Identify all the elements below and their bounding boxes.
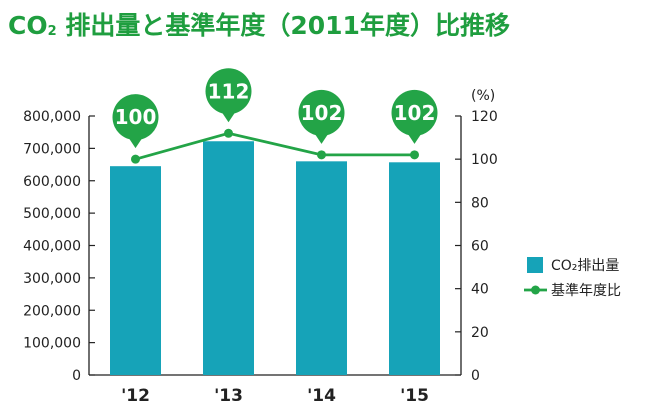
data-label: 100: [115, 105, 157, 129]
bubble-circle: [391, 89, 438, 136]
right-tick-label: 40: [471, 282, 489, 298]
title-rest: 排出量と基準年度（2011年度）比推移: [56, 11, 510, 40]
legend-label-line: 基準年度比: [551, 282, 621, 299]
ratio-line: [131, 128, 419, 164]
bar: [110, 166, 161, 375]
data-label-bubble: 100: [112, 94, 159, 149]
data-label-bubbles: 100 112 102 102: [112, 68, 438, 149]
axes: 0 100,000 200,000 300,000 400,000 500,000 600,…: [23, 88, 498, 406]
right-axis-unit: (%): [471, 88, 495, 104]
left-tick-label: 300,000: [23, 271, 81, 287]
left-tick-label: 0: [72, 368, 81, 384]
x-tick-label: '14: [307, 386, 336, 406]
bars: [110, 141, 440, 375]
x-tick-label: '13: [214, 386, 243, 406]
x-tick-label: '12: [121, 386, 150, 406]
bubble-circle: [298, 89, 345, 136]
left-tick-label: 500,000: [23, 206, 81, 222]
bubble-circle: [112, 94, 159, 141]
x-tick-label: '15: [400, 386, 429, 406]
right-tick-label: 20: [471, 325, 489, 341]
left-tick-label: 100,000: [23, 336, 81, 352]
legend-label-bar: CO₂排出量: [551, 258, 619, 274]
right-tick-label: 0: [471, 368, 480, 384]
bar: [203, 141, 254, 375]
left-tick-label: 700,000: [23, 141, 81, 157]
ratio-point: [410, 150, 419, 160]
bar: [389, 162, 440, 375]
data-label-bubble: 112: [205, 68, 252, 123]
ratio-point: [317, 150, 326, 160]
data-label-bubble: 102: [391, 89, 438, 144]
legend-swatch-bar: [527, 257, 543, 273]
bar: [296, 161, 347, 375]
left-tick-label: 800,000: [23, 109, 81, 125]
title-co: CO: [8, 11, 48, 40]
data-label: 112: [208, 79, 250, 103]
ratio-line-path: [135, 131, 415, 161]
data-label: 102: [394, 101, 436, 125]
right-tick-label: 100: [471, 152, 498, 168]
data-label: 102: [301, 101, 343, 125]
ratio-point: [131, 154, 140, 164]
bubble-circle: [205, 68, 252, 115]
left-tick-label: 600,000: [23, 174, 81, 190]
ratio-point: [224, 128, 233, 138]
right-tick-label: 120: [471, 109, 498, 125]
data-label-bubble: 102: [298, 89, 345, 144]
legend-swatch-point: [531, 285, 540, 295]
left-tick-label: 400,000: [23, 239, 81, 255]
right-tick-label: 80: [471, 195, 489, 211]
left-tick-label: 200,000: [23, 303, 81, 319]
right-tick-label: 60: [471, 239, 489, 255]
chart-title: CO2 排出量と基準年度（2011年度）比推移: [8, 6, 510, 42]
title-subscript: 2: [47, 24, 57, 39]
